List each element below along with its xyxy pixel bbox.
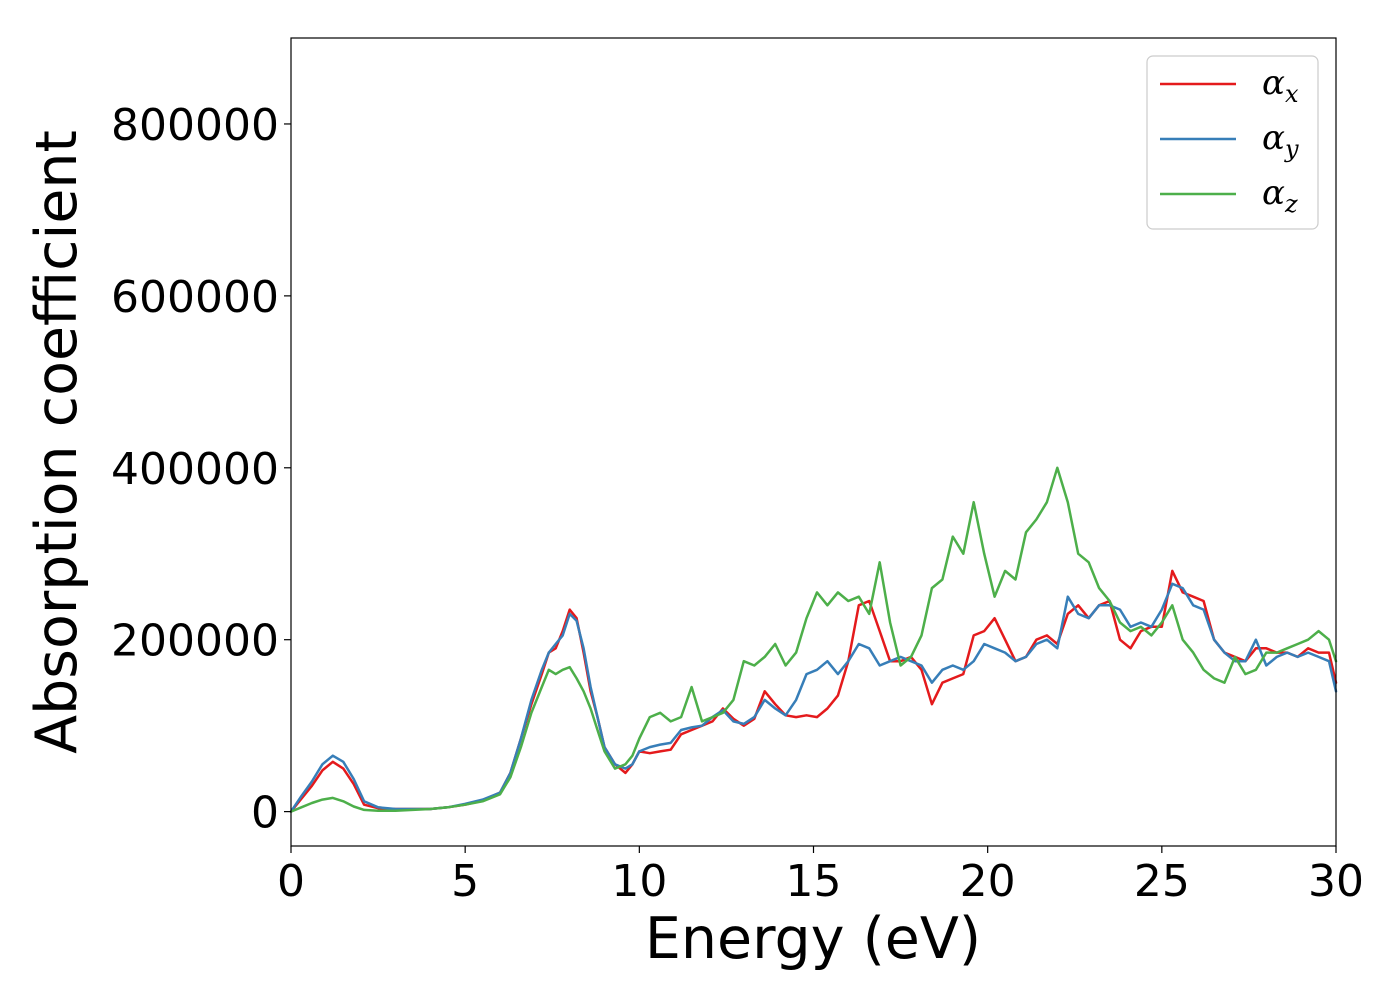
series-line-x — [289, 569, 1338, 813]
x-tick-label: 25 — [1134, 856, 1190, 907]
y-axis: 0 200000 400000 600000 800000 — [111, 100, 291, 839]
y-tick-label: 0 — [251, 788, 279, 839]
legend-box — [1146, 55, 1319, 230]
x-axis-title: Energy (eV) — [645, 906, 981, 972]
x-tick-label: 30 — [1308, 856, 1364, 907]
x-tick-label: 15 — [786, 856, 842, 907]
y-tick-label: 800000 — [111, 100, 279, 151]
x-axis: 0 5 10 15 20 25 30 — [277, 846, 1364, 907]
series-line-y — [289, 582, 1338, 813]
series-line-z — [289, 466, 1338, 813]
x-tick-label: 0 — [277, 856, 305, 907]
x-tick-label: 10 — [611, 856, 667, 907]
x-tick-label: 20 — [960, 856, 1016, 907]
y-tick-label: 200000 — [111, 616, 279, 667]
x-tick-label: 5 — [451, 856, 479, 907]
y-tick-label: 400000 — [111, 444, 279, 495]
y-tick-label: 600000 — [111, 272, 279, 323]
series-layer — [289, 466, 1338, 813]
y-axis-title: Absorption coefficient — [24, 130, 90, 754]
